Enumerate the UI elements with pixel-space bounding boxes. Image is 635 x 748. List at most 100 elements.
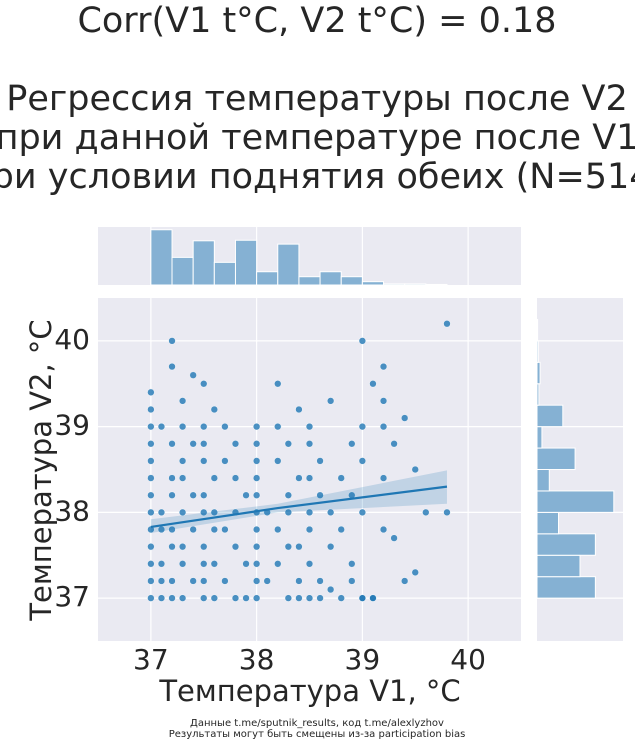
point <box>305 440 314 448</box>
point <box>358 423 366 431</box>
point <box>179 508 187 516</box>
point <box>147 560 155 568</box>
point <box>179 397 187 405</box>
point <box>327 585 335 594</box>
point <box>231 440 240 448</box>
point <box>200 508 208 516</box>
point <box>327 397 335 405</box>
point <box>337 594 345 602</box>
y-tick-label: 39 <box>54 409 90 442</box>
point <box>274 457 282 465</box>
point <box>168 543 176 551</box>
point <box>337 525 345 534</box>
subtitle: при данной температуре после V1 <box>0 118 635 158</box>
hist-bar <box>536 426 543 449</box>
point <box>369 380 377 388</box>
point <box>284 508 292 516</box>
point <box>168 525 176 534</box>
point <box>253 577 261 585</box>
point <box>147 543 155 551</box>
point <box>210 474 218 482</box>
point <box>168 363 176 371</box>
point <box>200 560 208 568</box>
hist-bar <box>213 261 236 286</box>
point <box>274 380 282 388</box>
point <box>379 525 388 534</box>
point <box>221 423 229 431</box>
hist-bar <box>536 340 539 363</box>
point <box>168 474 176 482</box>
point <box>443 320 451 328</box>
point <box>200 543 208 551</box>
hist-bar <box>404 283 427 286</box>
point <box>305 525 314 534</box>
hist-bar <box>150 229 173 286</box>
point <box>168 491 176 499</box>
point <box>157 577 166 585</box>
point <box>179 543 187 551</box>
hist-bar <box>536 511 559 535</box>
point <box>253 525 261 534</box>
point <box>200 457 208 465</box>
point <box>390 534 398 542</box>
x-tick-label: 40 <box>450 643 486 676</box>
hist-bar <box>256 271 279 286</box>
point <box>147 474 155 482</box>
hist-bar <box>536 404 564 428</box>
hist-bar <box>171 256 194 286</box>
point <box>179 594 187 602</box>
point <box>348 560 356 568</box>
point <box>210 508 218 516</box>
point <box>316 594 324 602</box>
point <box>295 594 303 602</box>
point <box>390 440 398 448</box>
hist-bar <box>536 383 540 406</box>
point <box>411 568 419 577</box>
point <box>221 457 229 465</box>
point <box>147 508 155 516</box>
x-axis-label: Температура V1, °C <box>158 674 460 708</box>
point <box>147 388 155 396</box>
point <box>168 577 176 585</box>
point <box>200 423 208 431</box>
point <box>179 423 187 431</box>
point <box>305 423 314 431</box>
hist-bar <box>234 239 258 286</box>
point <box>147 491 155 499</box>
hist-bar <box>536 533 596 556</box>
point <box>189 440 197 448</box>
point <box>284 594 292 602</box>
point <box>200 380 208 388</box>
point <box>168 440 176 448</box>
point <box>189 577 197 585</box>
point <box>284 491 292 499</box>
point <box>284 543 292 551</box>
point <box>316 491 324 499</box>
point <box>379 363 388 371</box>
hist-bar <box>383 283 406 286</box>
point <box>401 577 409 585</box>
point <box>168 594 176 602</box>
hist-bar <box>536 576 596 599</box>
point <box>305 508 314 516</box>
point <box>253 491 261 499</box>
hist-bar <box>536 318 539 342</box>
x-tick-label: 39 <box>345 643 381 676</box>
point <box>210 560 218 568</box>
point <box>379 474 388 482</box>
hist-bar <box>277 243 300 286</box>
point <box>305 474 314 482</box>
point <box>411 465 419 474</box>
y-tick-label: 38 <box>54 494 90 527</box>
point <box>189 525 197 534</box>
point <box>358 594 366 602</box>
hist-bar <box>361 281 385 286</box>
point <box>147 577 155 585</box>
point <box>443 508 451 516</box>
point <box>284 440 292 448</box>
x-tick-label: 37 <box>133 643 169 676</box>
point <box>274 423 282 431</box>
point <box>295 543 303 551</box>
point <box>147 405 155 414</box>
